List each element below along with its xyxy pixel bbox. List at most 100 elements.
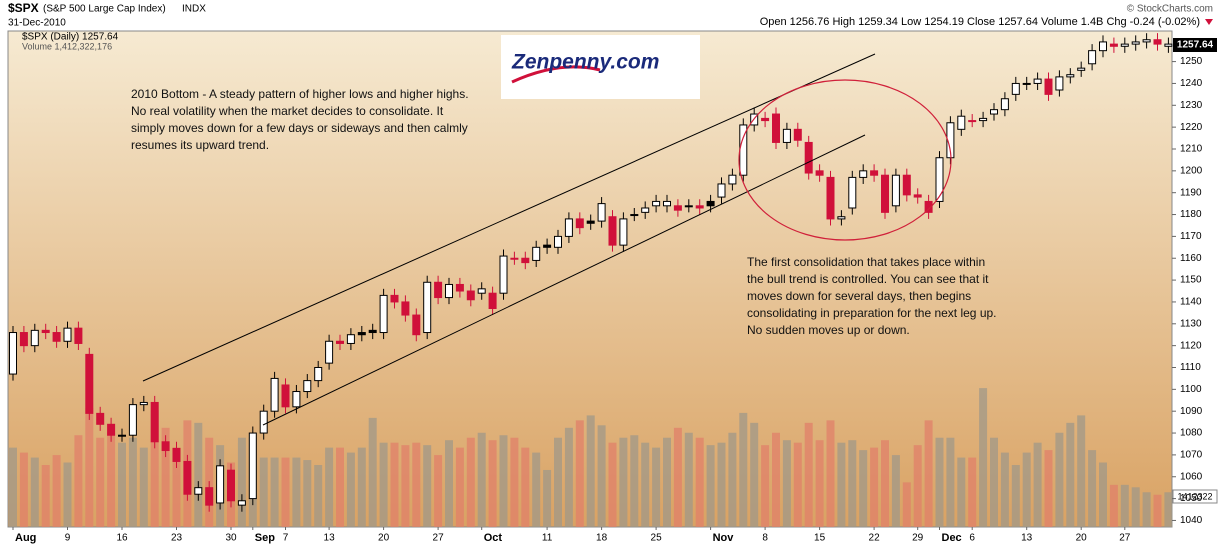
volume-bar — [695, 437, 704, 527]
candle-body — [815, 170, 824, 176]
candle-body — [586, 220, 595, 224]
candle-body — [63, 327, 72, 342]
candle-body — [488, 292, 497, 309]
candle-body — [1153, 39, 1162, 45]
volume-tag: 1412322 — [1177, 491, 1212, 501]
x-tick-label: 9 — [65, 533, 71, 544]
candle-body — [9, 332, 17, 375]
volume-bar — [1011, 465, 1020, 527]
volume-bar — [259, 457, 268, 527]
consolidation-circle — [738, 79, 952, 241]
volume-bar — [597, 425, 606, 527]
candle-body — [859, 170, 868, 178]
x-tick-label: 25 — [651, 533, 663, 544]
volume-bar — [630, 435, 639, 527]
candle-body — [248, 432, 257, 500]
price-legend: $SPX (Daily) 1257.64 — [22, 32, 119, 43]
volume-bar — [717, 442, 726, 527]
volume-bar — [564, 427, 573, 527]
x-tick-label: 23 — [171, 533, 183, 544]
index-name: (S&P 500 Large Cap Index) — [43, 4, 166, 15]
volume-bar — [728, 432, 737, 527]
candle-body — [1109, 43, 1118, 47]
candle-body — [96, 412, 105, 425]
candle-body — [281, 384, 290, 408]
candle-body — [663, 200, 671, 207]
volume-bar — [74, 435, 83, 527]
candle-body — [575, 218, 584, 229]
volume-bar — [902, 482, 911, 527]
volume-bar — [107, 432, 116, 527]
candle-body — [826, 176, 835, 220]
candle-body — [902, 174, 911, 196]
candle-body — [455, 283, 464, 292]
volume-bar — [1120, 484, 1129, 527]
volume-bar — [848, 440, 857, 527]
volume-bar — [30, 457, 39, 527]
symbol: $SPX — [8, 1, 39, 15]
candle-body — [881, 174, 889, 213]
x-tick-label: Aug — [15, 532, 36, 544]
candle-body — [1077, 67, 1086, 71]
volume-bar — [913, 445, 922, 527]
candle-body — [957, 115, 966, 130]
volume-bar — [1044, 450, 1053, 527]
x-tick-label: Nov — [713, 532, 735, 544]
candle-body — [1000, 98, 1009, 111]
volume-bar — [1022, 452, 1031, 527]
candle-body — [1055, 76, 1064, 91]
candle-body — [772, 113, 780, 143]
x-tick-label: 11 — [542, 533, 553, 544]
volume-bar — [9, 447, 17, 527]
volume-bar — [891, 455, 900, 527]
candle-body — [848, 176, 857, 209]
candle-body — [619, 218, 628, 246]
volume-bar — [161, 427, 170, 527]
candle-body — [968, 120, 977, 123]
candle-body — [793, 128, 802, 141]
volume-bar — [150, 410, 159, 527]
candle-body — [521, 257, 530, 264]
volume-bar — [1153, 494, 1162, 527]
y-tick-label: 1240 — [1180, 78, 1203, 89]
volume-bar — [445, 440, 453, 527]
volume-bar — [924, 420, 933, 527]
volume-bar — [554, 437, 562, 527]
volume-bar — [466, 437, 475, 527]
candle-body — [227, 469, 235, 502]
upper-trendline — [142, 53, 876, 382]
y-tick-label: 1170 — [1180, 231, 1202, 242]
volume-bar — [652, 447, 661, 527]
candle-body — [510, 257, 519, 260]
volume-bar — [881, 440, 889, 527]
candle-body — [259, 410, 268, 434]
volume-bar — [1109, 484, 1118, 527]
x-tick-label: 20 — [1076, 533, 1088, 544]
volume-bar — [423, 445, 432, 527]
y-tick-label: 1080 — [1180, 428, 1203, 439]
candle-body — [194, 487, 203, 495]
volume-bar — [815, 440, 824, 527]
candle-body — [85, 353, 94, 414]
x-tick-label: Sep — [255, 532, 275, 544]
volume-bar — [96, 437, 105, 527]
candle-body — [19, 332, 28, 347]
volume-bar — [357, 447, 366, 527]
candle-body — [1131, 41, 1140, 45]
volume-bar — [1142, 492, 1151, 527]
logo-swoosh — [511, 65, 601, 84]
volume-bar — [488, 440, 497, 527]
candle-body — [325, 340, 334, 364]
y-tick-label: 1070 — [1180, 450, 1203, 461]
volume-bar — [641, 442, 650, 527]
annotation: 2010 Bottom - A steady pattern of higher… — [131, 87, 469, 152]
candle-body — [1142, 39, 1151, 43]
volume-bar — [979, 388, 988, 527]
candle-body — [139, 401, 148, 406]
logo: Zenpenny.com — [511, 51, 659, 74]
volume-bar — [325, 447, 334, 527]
volume-bar — [128, 437, 137, 527]
candle-body — [499, 255, 508, 294]
candle-body — [608, 216, 617, 246]
